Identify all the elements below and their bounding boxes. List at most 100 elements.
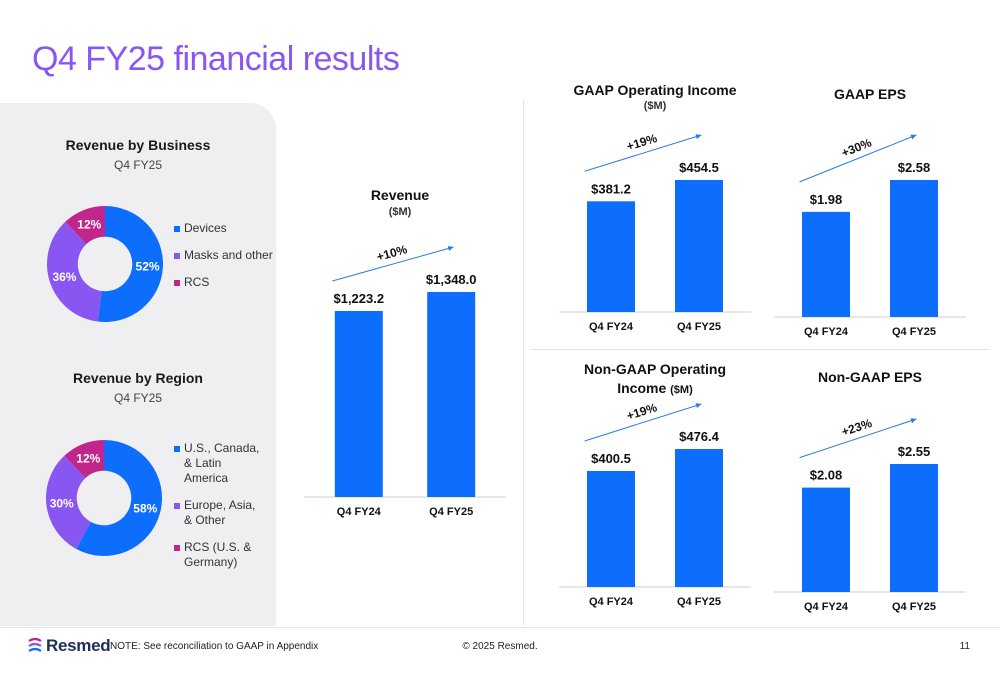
bar-chart-nongaap-oi: $400.5 Q4 FY24 $476.4 Q4 FY25 +19%	[559, 400, 751, 608]
footer-copyright: © 2025 Resmed.	[462, 641, 538, 652]
donut-subtitle-region: Q4 FY25	[113, 391, 163, 405]
legend-item-europe-asia: Europe, Asia, & Other	[174, 498, 266, 528]
x-tick-label: Q4 FY24	[589, 321, 634, 333]
legend-swatch	[174, 226, 180, 232]
bar-value-label: $381.2	[591, 181, 631, 196]
chart-title-nongaap-oi-line2: Income ($M)	[545, 380, 765, 396]
growth-arrow-head	[910, 418, 917, 424]
donut-slice-label: 12%	[76, 451, 100, 465]
bar-chart-gaap-eps: $1.98 Q4 FY24 $2.58 Q4 FY25 +30%	[774, 134, 966, 338]
x-tick-label: Q4 FY25	[677, 596, 721, 608]
donut-slice	[64, 440, 104, 479]
x-tick-label: Q4 FY25	[892, 601, 936, 613]
bar-value-label: $2.55	[898, 444, 931, 459]
legend-swatch	[174, 253, 180, 259]
legend-swatch	[174, 545, 180, 551]
growth-arrow	[584, 134, 702, 172]
donut-slice-label: 36%	[52, 270, 76, 284]
page-number: 11	[959, 641, 970, 652]
page-title: Q4 FY25 financial results	[32, 40, 400, 78]
chart-title-gaap-eps: GAAP EPS	[833, 86, 907, 102]
growth-label: +30%	[840, 135, 874, 160]
legend-label: Europe, Asia, & Other	[184, 498, 256, 527]
bar	[802, 211, 850, 317]
bar-chart-nongaap-eps: $2.08 Q4 FY24 $2.55 Q4 FY25 +23%	[774, 416, 966, 613]
donut-slice-label: 30%	[50, 496, 74, 510]
chart-subtitle-nongaap-oi: ($M)	[670, 384, 693, 396]
legend-swatch	[174, 280, 180, 286]
bar	[334, 310, 383, 497]
bar	[587, 201, 635, 312]
footer-note: NOTE: See reconciliation to GAAP in Appe…	[110, 641, 319, 652]
bar-value-label: $454.5	[679, 160, 719, 175]
bar-value-label: $1,223.2	[333, 291, 384, 306]
legend-swatch	[174, 446, 180, 452]
legend-business: Devices Masks and other RCS	[174, 221, 274, 302]
growth-arrow-head	[695, 403, 702, 409]
donut-slice-label: 58%	[133, 502, 157, 516]
bar-value-label: $1.98	[810, 192, 843, 207]
resmed-logo-icon	[28, 637, 42, 652]
legend-region: U.S., Canada, & Latin America Europe, As…	[174, 441, 266, 582]
bar-chart-gaap-oi: $381.2Q4 FY24$454.5Q4 FY25+19%	[559, 131, 751, 333]
legend-label: RCS	[184, 275, 210, 289]
bar-value-label: $400.5	[591, 451, 631, 466]
legend-item-rcs-region: RCS (U.S. & Germany)	[174, 540, 266, 570]
donut-title-region: Revenue by Region	[73, 370, 203, 386]
x-tick-label: Q4 FY25	[677, 321, 721, 333]
bar	[675, 180, 723, 312]
growth-arrow	[332, 246, 454, 282]
donut-slice-label: 52%	[136, 260, 160, 274]
donut-slice	[47, 221, 102, 322]
legend-item-devices: Devices	[174, 221, 274, 236]
bar-value-label: $476.4	[679, 429, 720, 444]
legend-label: Devices	[184, 221, 227, 235]
growth-arrow	[584, 403, 702, 442]
donut-slice-label: 12%	[77, 217, 101, 231]
donut-title-business: Revenue by Business	[65, 137, 211, 153]
x-tick-label: Q4 FY24	[804, 601, 849, 613]
legend-item-masks: Masks and other	[174, 248, 274, 263]
x-tick-label: Q4 FY24	[589, 596, 634, 608]
legend-label: Masks and other	[184, 248, 273, 262]
bar	[587, 470, 635, 587]
growth-arrow	[799, 418, 917, 459]
brand-logo: Resmed	[28, 636, 111, 656]
donut-slice	[76, 440, 162, 556]
chart-subtitle-gaap-oi: ($M)	[643, 100, 667, 112]
bar	[802, 487, 850, 592]
x-tick-label: Q4 FY24	[804, 326, 849, 338]
legend-item-americas: U.S., Canada, & Latin America	[174, 441, 266, 486]
growth-arrow	[799, 134, 917, 183]
chart-title-revenue: Revenue	[370, 187, 430, 203]
growth-label: +23%	[840, 416, 874, 439]
bar-chart-revenue: $1,223.2Q4 FY24$1,348.0Q4 FY25+10%	[304, 242, 506, 518]
x-tick-label: Q4 FY24	[337, 506, 382, 518]
legend-label: RCS (U.S. & Germany)	[184, 540, 252, 569]
bar-value-label: $2.08	[810, 468, 843, 483]
growth-label: +19%	[625, 400, 659, 423]
divider-vertical	[523, 100, 524, 625]
legend-swatch	[174, 503, 180, 509]
donut-slice	[97, 206, 163, 322]
brand-name: Resmed	[46, 636, 111, 655]
divider-horizontal	[530, 349, 990, 350]
donut-chart-business: 52% 36% 12%	[47, 206, 163, 322]
donut-slice	[65, 206, 105, 245]
x-tick-label: Q4 FY25	[892, 326, 936, 338]
growth-arrow-head	[910, 134, 917, 140]
chart-title-gaap-oi: GAAP Operating Income	[573, 82, 737, 98]
chart-subtitle-revenue: ($M)	[388, 206, 412, 218]
chart-title-nongaap-oi: Non-GAAP Operating	[583, 361, 727, 377]
bar	[890, 180, 938, 317]
bar	[890, 464, 938, 592]
legend-item-rcs: RCS	[174, 275, 274, 290]
x-tick-label: Q4 FY25	[429, 506, 473, 518]
donut-chart-region: 58% 30% 12%	[46, 440, 162, 556]
title-line2: Income	[617, 380, 667, 396]
bar-value-label: $2.58	[898, 160, 931, 175]
donut-slice	[46, 455, 91, 549]
footer-divider	[0, 627, 1000, 628]
legend-label: U.S., Canada, & Latin America	[184, 441, 260, 485]
donut-subtitle-business: Q4 FY25	[113, 158, 163, 172]
